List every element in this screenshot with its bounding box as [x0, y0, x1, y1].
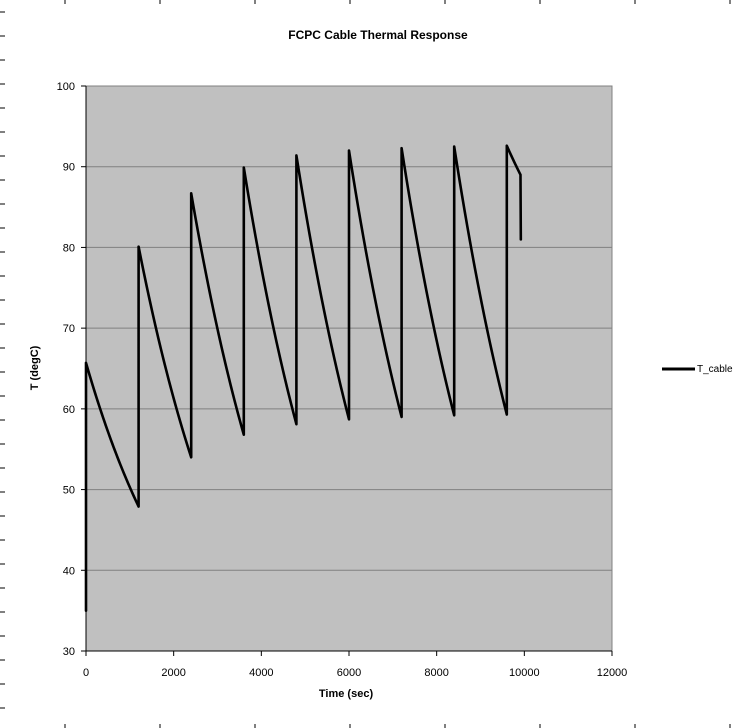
- x-tick-label: 6000: [337, 667, 361, 679]
- y-tick-label: 80: [63, 242, 75, 254]
- x-tick-label: 4000: [249, 667, 273, 679]
- y-axis-label: T (degC): [29, 345, 41, 390]
- frame-ticks: [0, 0, 731, 728]
- x-axis-label: Time (sec): [319, 688, 374, 700]
- chart-title: FCPC Cable Thermal Response: [288, 28, 468, 42]
- legend: T_cable: [662, 364, 733, 375]
- y-tick-label: 60: [63, 404, 75, 416]
- x-tick-label: 0: [83, 667, 89, 679]
- y-tick-label: 40: [63, 565, 75, 577]
- y-tick-label: 100: [57, 81, 75, 93]
- legend-label: T_cable: [697, 364, 733, 375]
- y-tick-labels: 30 40 50 60 70 80 90 100: [57, 81, 86, 658]
- y-tick-label: 70: [63, 323, 75, 335]
- y-tick-label: 30: [63, 646, 75, 658]
- x-tick-labels: 0 2000 4000 6000 8000 10000 12000: [83, 651, 627, 679]
- x-tick-label: 10000: [509, 667, 540, 679]
- series-layer: [84, 144, 523, 612]
- x-tick-label: 2000: [161, 667, 185, 679]
- x-tick-label: 12000: [597, 667, 628, 679]
- y-tick-label: 90: [63, 162, 75, 174]
- x-tick-label: 8000: [424, 667, 448, 679]
- series-line-t-cable: [84, 144, 523, 612]
- y-tick-label: 50: [63, 485, 75, 497]
